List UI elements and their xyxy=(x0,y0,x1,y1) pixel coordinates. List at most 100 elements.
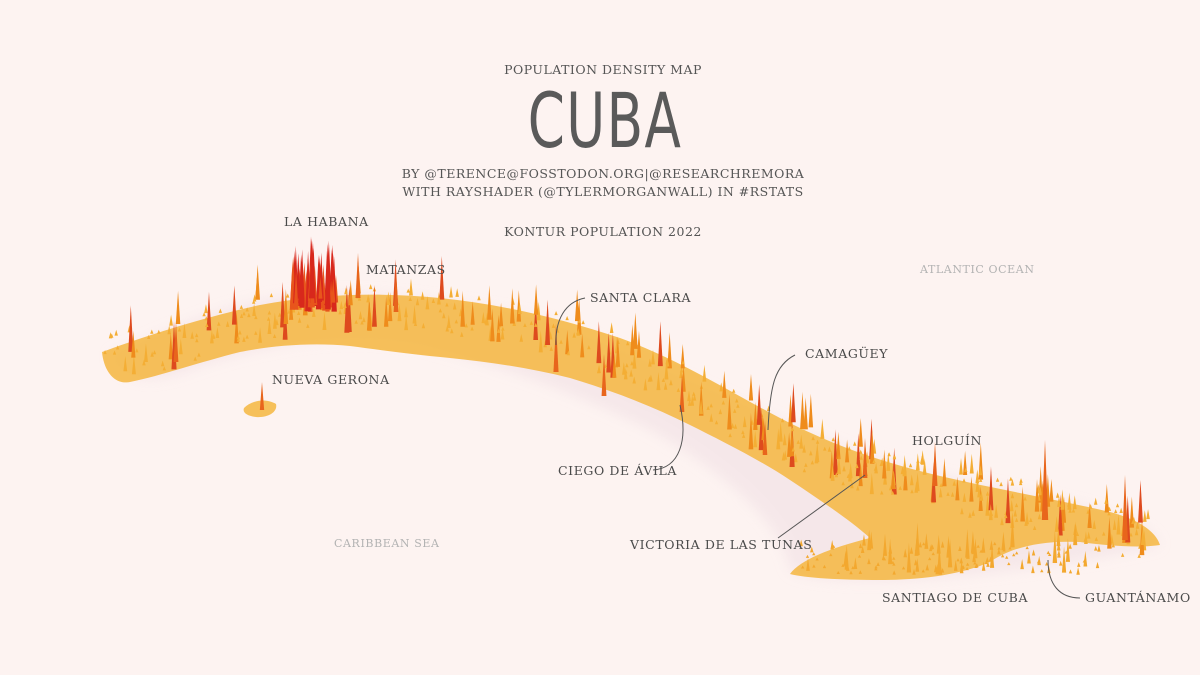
population-spike xyxy=(993,541,997,546)
population-spike xyxy=(150,351,154,357)
population-spike xyxy=(679,374,685,412)
population-spike xyxy=(1092,519,1097,529)
population-spike xyxy=(197,352,201,357)
population-spike xyxy=(576,297,582,335)
population-spike xyxy=(692,393,697,401)
population-spike xyxy=(805,554,810,558)
population-spike xyxy=(110,333,114,338)
population-spike xyxy=(962,492,967,502)
population-spike xyxy=(258,327,262,343)
population-spike xyxy=(986,561,990,567)
population-spike xyxy=(811,436,815,441)
population-spike xyxy=(801,565,805,569)
population-spike xyxy=(1088,504,1093,509)
population-spike xyxy=(580,333,585,358)
population-spike xyxy=(778,421,783,442)
population-spike xyxy=(173,322,179,362)
population-spike xyxy=(496,328,501,333)
population-spike xyxy=(803,397,808,430)
population-spike xyxy=(1068,569,1073,574)
population-spike xyxy=(845,563,850,571)
population-spike xyxy=(733,423,738,429)
population-spike xyxy=(898,485,902,490)
population-spike xyxy=(1014,517,1019,522)
population-spike xyxy=(1129,532,1133,537)
population-spike xyxy=(874,565,878,569)
population-spike xyxy=(932,442,938,486)
population-spike xyxy=(858,461,863,487)
population-spike xyxy=(830,464,835,481)
population-spike xyxy=(887,452,891,457)
population-spike xyxy=(922,542,926,546)
population-spike xyxy=(1055,492,1060,498)
population-spike xyxy=(343,302,347,309)
population-spike xyxy=(681,360,685,365)
population-spike xyxy=(312,308,316,317)
population-spike xyxy=(663,382,668,390)
population-spike xyxy=(548,331,553,340)
population-spike xyxy=(431,298,436,303)
population-spike xyxy=(976,544,980,548)
population-spike xyxy=(1023,496,1027,501)
population-spike xyxy=(722,370,727,398)
population-spike xyxy=(1002,547,1006,552)
population-spike xyxy=(236,335,241,340)
population-spike xyxy=(1104,483,1109,513)
population-spike xyxy=(1054,516,1059,532)
population-spike xyxy=(1138,480,1143,523)
population-spike xyxy=(908,463,913,468)
population-spike xyxy=(464,323,468,328)
population-spike xyxy=(981,561,986,571)
population-spike xyxy=(794,453,798,463)
population-spike xyxy=(1056,527,1061,547)
population-spike xyxy=(553,324,559,372)
population-spike xyxy=(946,491,950,496)
population-spike xyxy=(397,302,402,322)
population-spike xyxy=(409,278,413,296)
population-spike xyxy=(1057,494,1063,536)
population-spike xyxy=(933,564,938,573)
population-spike xyxy=(625,362,629,368)
population-spike xyxy=(756,384,762,425)
population-spike xyxy=(1146,509,1150,520)
population-spike xyxy=(368,284,373,290)
population-spike xyxy=(930,544,935,550)
population-spike xyxy=(842,465,846,472)
population-spike xyxy=(940,541,945,548)
population-spike xyxy=(609,322,614,333)
population-spike xyxy=(1000,554,1005,558)
population-spike xyxy=(596,321,602,364)
population-spike xyxy=(632,350,637,369)
city-label-guantanamo: GUANTÁNAMO xyxy=(1085,590,1191,605)
population-spike xyxy=(859,449,863,454)
population-spike xyxy=(204,304,208,314)
population-spike xyxy=(204,316,208,321)
population-spike xyxy=(858,543,863,549)
population-spike xyxy=(714,420,719,425)
population-spike xyxy=(814,450,819,464)
population-spike xyxy=(956,558,960,562)
population-spike xyxy=(1025,546,1029,550)
population-spike xyxy=(529,320,534,325)
population-spike xyxy=(576,330,580,335)
population-spike xyxy=(886,452,891,471)
population-spike xyxy=(656,371,661,391)
population-spike xyxy=(372,284,377,327)
population-spike xyxy=(962,478,966,483)
population-spike xyxy=(699,399,703,414)
population-spike xyxy=(215,327,220,339)
population-spike xyxy=(958,545,962,551)
population-spike xyxy=(630,360,634,366)
population-spike xyxy=(247,312,251,318)
population-spike xyxy=(533,284,539,315)
population-spike xyxy=(551,323,556,328)
population-spike xyxy=(950,491,955,497)
population-spike xyxy=(338,309,342,315)
population-spike xyxy=(242,336,246,342)
population-spike xyxy=(1094,536,1098,541)
population-spike xyxy=(1010,478,1015,486)
population-spike xyxy=(901,469,906,474)
population-spike xyxy=(753,430,758,448)
population-spike xyxy=(245,307,249,312)
